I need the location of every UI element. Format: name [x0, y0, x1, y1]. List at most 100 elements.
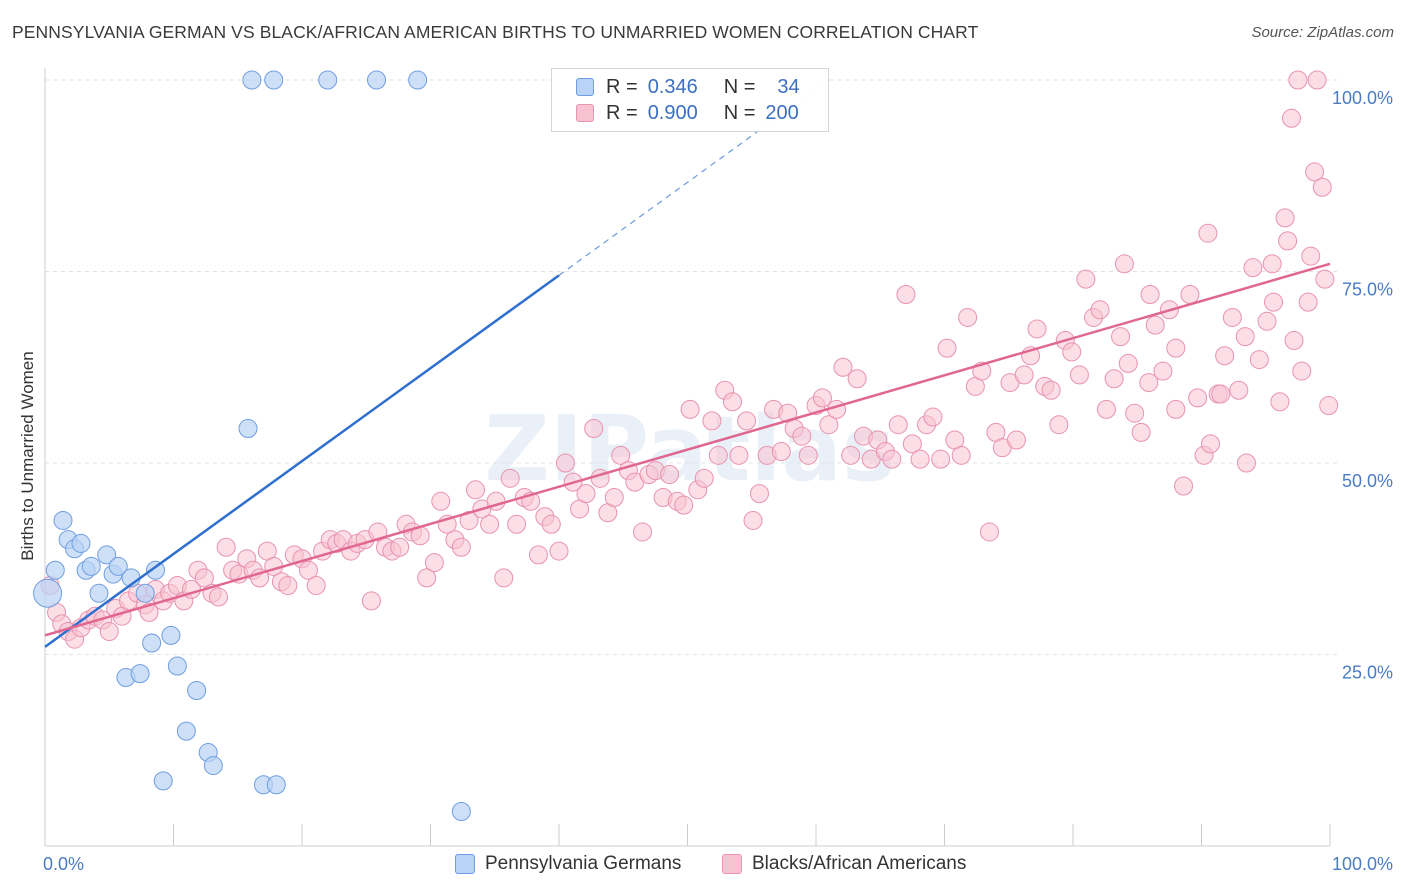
- bottom-legend-swatch-pink: [722, 854, 742, 874]
- legend-r-label: R =: [606, 101, 638, 124]
- chart-title: PENNSYLVANIA GERMAN VS BLACK/AFRICAN AME…: [12, 22, 979, 42]
- x-tick-label: 0.0%: [43, 854, 84, 874]
- data-point-blacks: [958, 307, 978, 327]
- data-point-blacks: [1298, 292, 1318, 312]
- data-point-blacks: [1198, 223, 1218, 243]
- data-point-blacks: [1312, 177, 1332, 197]
- data-point-blacks: [361, 591, 381, 611]
- data-point-pennsylvania-germans: [71, 533, 91, 553]
- data-point-blacks: [1263, 292, 1283, 312]
- data-point-pennsylvania-germans: [89, 583, 109, 603]
- data-point-blacks: [1062, 342, 1082, 362]
- data-point-blacks: [1049, 415, 1069, 435]
- data-point-blacks: [633, 522, 653, 542]
- trendline-pennsylvania-germans: [44, 274, 560, 648]
- y-tick-label: 75.0%: [1342, 280, 1393, 300]
- data-point-blacks: [1090, 300, 1110, 320]
- data-point-blacks: [660, 464, 680, 484]
- series-blacks-points: [40, 70, 1339, 649]
- data-point-blacks: [494, 568, 514, 588]
- data-point-blacks: [902, 434, 922, 454]
- bottom-legend-blacks: Blacks/African Americans: [722, 852, 966, 876]
- data-point-blacks: [459, 510, 479, 530]
- data-point-pennsylvania-germans: [318, 70, 338, 90]
- y-tick-label: 100.0%: [1332, 88, 1393, 108]
- data-point-blacks: [1131, 422, 1151, 442]
- data-point-blacks: [1257, 311, 1277, 331]
- tick-labels: 25.0% 50.0% 75.0% 100.0% 0.0% 100.0%: [43, 88, 1393, 874]
- data-point-blacks: [792, 426, 812, 446]
- data-point-blacks: [896, 284, 916, 304]
- data-point-blacks: [465, 480, 485, 500]
- data-point-blacks: [882, 449, 902, 469]
- data-point-blacks: [702, 411, 722, 431]
- data-point-pennsylvania-germans: [108, 556, 128, 576]
- data-point-blacks: [1319, 396, 1339, 416]
- data-point-blacks: [1288, 70, 1308, 90]
- data-point-blacks: [1166, 338, 1186, 358]
- data-point-blacks: [555, 453, 575, 473]
- data-point-blacks: [1211, 384, 1231, 404]
- data-point-pennsylvania-germans: [146, 560, 166, 580]
- data-point-blacks: [480, 514, 500, 534]
- data-point-pennsylvania-germans: [167, 656, 187, 676]
- legend-n-value: 34: [777, 75, 800, 98]
- data-point-blacks: [1014, 365, 1034, 385]
- bottom-legend-swatch-blue: [455, 854, 475, 874]
- data-point-blacks: [500, 468, 520, 488]
- data-point-blacks: [1200, 434, 1220, 454]
- data-point-pennsylvania-germans: [81, 556, 101, 576]
- data-point-blacks: [1069, 365, 1089, 385]
- data-point-blacks: [208, 587, 228, 607]
- data-point-pennsylvania-germans: [135, 583, 155, 603]
- data-point-blacks: [1125, 403, 1145, 423]
- data-point-blacks: [1222, 307, 1242, 327]
- data-point-blacks: [743, 510, 763, 530]
- data-point-blacks: [708, 445, 728, 465]
- y-tick-label: 25.0%: [1342, 663, 1393, 683]
- data-point-blacks: [931, 449, 951, 469]
- data-point-blacks: [507, 514, 527, 534]
- legend-swatch-blue: [576, 78, 594, 96]
- data-point-blacks: [278, 576, 298, 596]
- data-point-blacks: [541, 514, 561, 534]
- data-point-blacks: [749, 484, 769, 504]
- series-pennsylvania-germans-points: [33, 70, 471, 822]
- data-point-blacks: [139, 602, 159, 622]
- data-point-blacks: [549, 541, 569, 561]
- data-point-blacks: [1305, 162, 1325, 182]
- data-point-pennsylvania-germans: [187, 681, 207, 701]
- data-point-pennsylvania-germans: [238, 419, 258, 439]
- y-axis-label: Births to Unmarried Women: [18, 351, 37, 560]
- legend-r-label: R =: [606, 75, 638, 98]
- data-point-blacks: [1278, 231, 1298, 251]
- data-point-blacks: [1243, 258, 1263, 278]
- data-point-blacks: [1235, 327, 1255, 347]
- data-point-blacks: [576, 484, 596, 504]
- data-point-blacks: [368, 522, 388, 542]
- data-point-blacks: [1041, 380, 1061, 400]
- data-point-blacks: [680, 399, 700, 419]
- data-point-blacks: [528, 545, 548, 565]
- data-point-blacks: [1270, 392, 1290, 412]
- axes: [44, 68, 1331, 847]
- bottom-legend-label: Pennsylvania Germans: [485, 853, 682, 874]
- bottom-legend-pennsylvania-germans: Pennsylvania Germans: [455, 852, 681, 876]
- data-point-blacks: [1111, 327, 1131, 347]
- data-point-blacks: [1180, 284, 1200, 304]
- data-point-blacks: [1076, 269, 1096, 289]
- data-point-pennsylvania-germans: [451, 802, 471, 822]
- data-point-blacks: [1114, 254, 1134, 274]
- data-point-blacks: [923, 407, 943, 427]
- data-point-pennsylvania-germans: [408, 70, 428, 90]
- data-point-blacks: [937, 338, 957, 358]
- data-point-blacks: [1284, 330, 1304, 350]
- data-point-blacks: [1281, 108, 1301, 128]
- data-point-blacks: [1188, 388, 1208, 408]
- data-point-pennsylvania-germans: [264, 70, 284, 90]
- legend-swatch-pink: [576, 104, 594, 122]
- data-point-blacks: [417, 568, 437, 588]
- data-point-blacks: [99, 622, 119, 642]
- data-point-blacks: [584, 419, 604, 439]
